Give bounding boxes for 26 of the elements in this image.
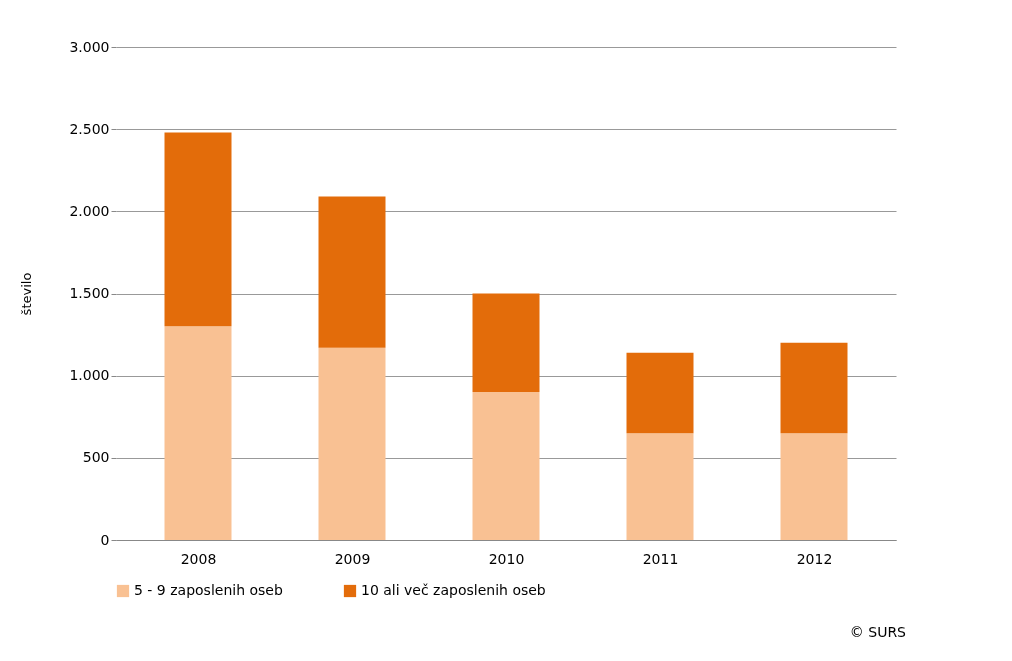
bar [164, 132, 232, 327]
bar [626, 352, 694, 434]
bar [318, 347, 386, 540]
x-tick-label: 2010 [488, 550, 525, 567]
y-tick-label: 2.500 [69, 120, 110, 137]
y-tick-label: 3.000 [69, 38, 110, 55]
bar [780, 342, 848, 434]
y-tick-label: 1.000 [69, 367, 110, 384]
x-tick-label: 2008 [180, 550, 217, 567]
bar [780, 433, 848, 540]
bar [164, 326, 232, 540]
bar [626, 433, 694, 540]
bar [318, 196, 386, 348]
legend-label: 5 - 9 zaposlenih oseb [134, 582, 283, 598]
legend-label: 10 ali več zaposlenih oseb [361, 582, 546, 598]
y-tick-label: 1.500 [69, 285, 110, 301]
x-tick-label: 2012 [796, 550, 833, 567]
y-tick-label: 2.000 [69, 202, 110, 219]
bar [472, 293, 540, 393]
bar [472, 392, 540, 540]
x-tick-label: 2009 [334, 550, 371, 567]
y-axis-title: število [19, 272, 35, 316]
text: © SURS [849, 624, 907, 640]
y-tick-label: 0 [100, 531, 110, 548]
y-tick-label: 500 [82, 449, 110, 466]
x-tick-label: 2011 [642, 550, 679, 567]
